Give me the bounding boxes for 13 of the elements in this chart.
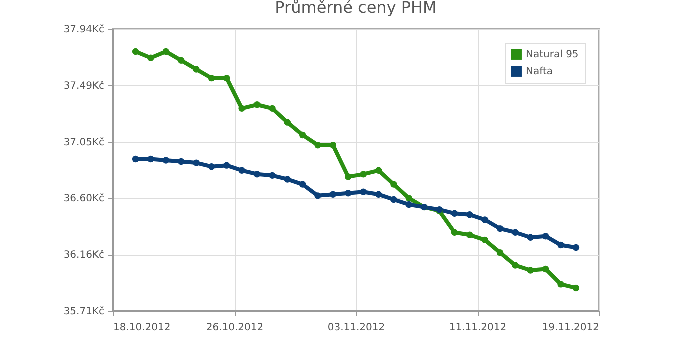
x-tick-label: 18.10.2012 [114, 322, 171, 334]
legend-label: Natural 95 [526, 50, 579, 60]
y-tick-label: 35.71Kč [64, 306, 104, 318]
y-tick-label: 37.05Kč [64, 137, 104, 148]
y-tick-label: 36.60Kč [64, 194, 104, 205]
y-tick-label: 36.16Kč [64, 250, 104, 262]
y-tick-label: 37.94Kč [64, 24, 104, 36]
y-tick-label: 37.49Kč [64, 80, 104, 92]
legend-label: Nafta [526, 66, 554, 78]
x-tick-label: 03.11.2012 [328, 322, 386, 334]
x-tick-label: 26.10.2012 [206, 322, 264, 334]
x-tick-label: 19.11.2012 [542, 322, 600, 334]
x-tick-label: 11.11.2012 [449, 322, 507, 334]
